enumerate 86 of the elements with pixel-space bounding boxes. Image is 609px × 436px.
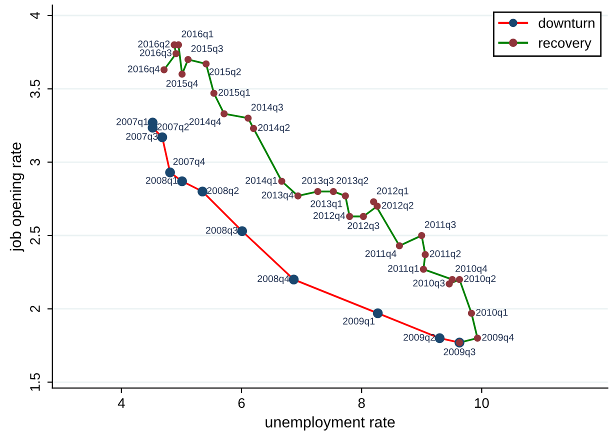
annotation: 2015q3 [191,45,223,54]
y-tick-label: 2.5 [30,226,40,244]
annotation: 2016q2 [138,40,170,50]
annotation: 2011q1 [388,264,419,274]
annotation: 2013q4 [262,192,294,200]
annotation: 2013q3 [302,177,334,186]
annotation: 2009q3 [444,348,476,358]
point [288,274,299,284]
point [372,308,383,318]
point [237,226,248,236]
x-tick-label: 8 [358,398,365,408]
annotation: 2015q1 [218,88,250,98]
point [220,110,228,118]
annotation: 2015q4 [166,80,198,89]
point [422,251,429,258]
legend-label: downturn [538,18,594,28]
point [420,266,427,273]
point [210,90,218,97]
point [202,60,210,68]
point [448,276,456,284]
point [177,176,187,186]
point [278,178,286,185]
annotation: 2011q3 [424,221,456,230]
annotation: 2015q2 [209,68,241,78]
point [456,276,464,284]
point [160,66,168,74]
annotation: 2013q2 [336,177,368,186]
point [244,114,252,122]
point [374,202,381,210]
annotation: 2009q4 [482,334,514,343]
y-tick-label: 2 [30,306,40,312]
point [434,333,445,344]
y-tick-label: 1.5 [30,373,40,391]
x-tick-label: 4 [118,398,125,408]
point [172,50,180,58]
point [178,70,186,78]
point [314,188,322,196]
annotation: 2012q3 [348,222,380,232]
point [396,242,403,250]
annotation: 2008q3 [206,226,238,236]
annotation: 2010q4 [456,265,488,274]
annotation: 2016q3 [140,49,172,58]
y-axis-title: job opening rate [10,142,24,252]
point [198,186,208,196]
annotation: 2007q3 [126,132,158,142]
annotation: 2014q1 [246,176,278,186]
annotation: 2007q2 [157,123,189,132]
annotation: 2014q4 [189,118,222,127]
annotation: 2016q1 [182,30,214,40]
annotation: 2009q1 [343,318,375,326]
annotation: 2014q2 [258,124,290,133]
annotation: 2008q4 [258,275,290,284]
point [418,232,426,240]
y-tick-label: 3 [30,158,40,166]
point [184,56,192,64]
annotation: 2016q4 [128,65,160,74]
annotation: 2011q4 [365,250,396,259]
point [294,192,302,200]
annotation: 2014q3 [251,104,283,113]
annotation: 2010q3 [413,280,445,288]
annotation: 2011q2 [430,250,461,260]
point [474,334,482,342]
annotation: 2012q1 [376,187,408,196]
y-tick-label: 4 [30,12,40,20]
x-tick-label: 10 [475,398,489,408]
annotation: 2012q4 [313,212,346,221]
point [165,168,175,178]
annotation: 2010q2 [464,275,496,284]
annotation: 2008q1 [146,176,178,186]
legend-label: recovery [539,40,592,51]
point [360,212,367,220]
x-axis-title: unemployment rate [266,416,395,431]
annotation: 2012q2 [382,202,414,211]
point [250,124,258,132]
annotation: 2007q4 [173,158,205,167]
point [330,188,337,196]
y-tick-label: 3.5 [30,80,40,98]
point [468,310,476,317]
annotation: 2010q1 [476,308,508,318]
point [346,212,354,220]
annotation: 2007q1 [116,118,148,128]
x-tick-label: 6 [238,398,245,408]
annotation: 2013q1 [310,200,342,210]
annotation: 2008q2 [207,187,239,196]
point [342,192,349,200]
annotation: 2009q2 [404,334,436,343]
